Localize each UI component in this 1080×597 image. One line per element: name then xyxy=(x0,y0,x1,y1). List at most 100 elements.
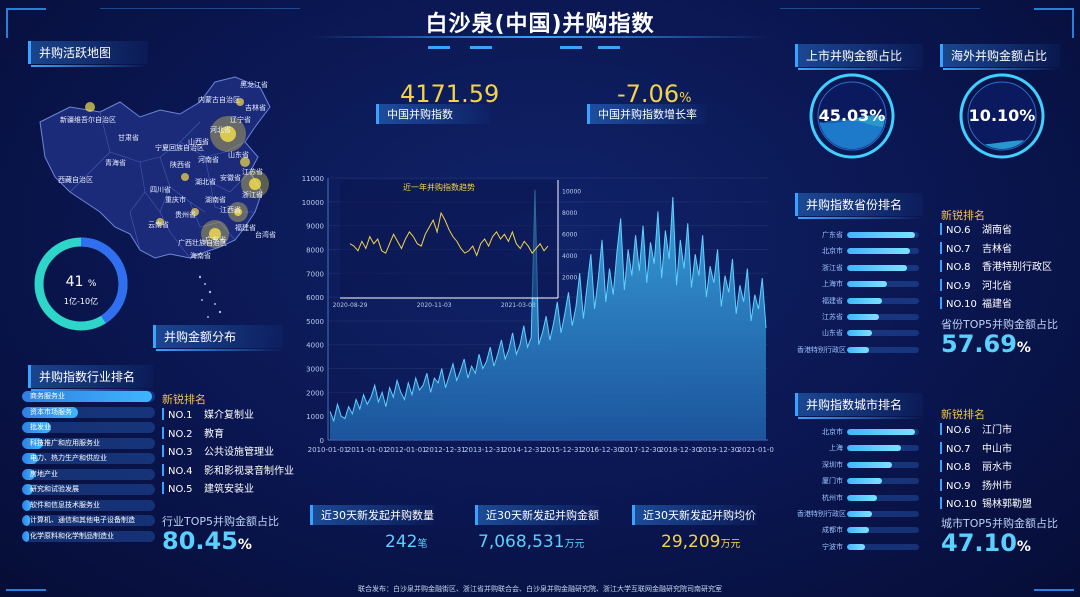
industry-new-title: 新锐排名 xyxy=(162,393,206,406)
city-bar-row[interactable]: 宁波市 xyxy=(797,541,919,553)
city-bar-fill xyxy=(847,429,916,435)
province-new-item[interactable]: NO.9 河北省 xyxy=(940,277,1012,292)
industry-new-name: 公共设施管理业 xyxy=(204,447,274,458)
industry-bar-fill xyxy=(22,515,30,526)
province-new-item[interactable]: NO.8 香港特别行政区 xyxy=(940,258,1052,273)
industry-bar-fill xyxy=(22,499,32,511)
province-bar-row[interactable]: 上海市 xyxy=(797,278,919,290)
listed-share-gauge[interactable]: 45.03% xyxy=(808,72,896,160)
index-area-chart[interactable]: 0 1000 2000 3000 4000 5000 6000 7000 8000 9000 100… xyxy=(298,168,774,460)
province-bar-label: 香港特别行政区 xyxy=(797,345,846,354)
province-bar-fill xyxy=(847,297,882,304)
province-bar-fill xyxy=(847,232,916,238)
city-bar-label: 深圳市 xyxy=(822,460,843,469)
province-bar-row[interactable]: 江苏省 xyxy=(797,311,919,323)
industry-new-item[interactable]: NO.3 公共设施管理业 xyxy=(162,443,274,458)
city-bar-row[interactable]: 厦门市 xyxy=(797,475,919,487)
industry-bar-label: 研究和试验发展 xyxy=(30,485,79,493)
city-new-item[interactable]: NO.7 中山市 xyxy=(940,440,1012,455)
industry-new-no: NO.5 xyxy=(168,484,193,495)
province-bar-fill xyxy=(847,314,880,320)
city-new-name: 江门市 xyxy=(982,425,1012,436)
industry-bar-row[interactable]: 软件和信息技术服务业 xyxy=(22,499,155,511)
main-y-tick: 9000 xyxy=(306,223,324,231)
industry-bar-row[interactable]: 科技推广和应用服务业 xyxy=(22,437,155,449)
industry-bar-row[interactable]: 研究和试验发展 xyxy=(22,484,155,495)
frame-corner-tr xyxy=(1034,8,1074,10)
overseas-share-gauge[interactable]: 10.10% xyxy=(958,72,1046,160)
industry-bar-row[interactable]: 化学原料和化学制品制造业 xyxy=(22,530,155,542)
province-new-item[interactable]: NO.6 湖南省 xyxy=(940,221,1012,236)
industry-bar-row[interactable]: 资本市场服务 xyxy=(22,406,155,418)
industry-bar-row[interactable]: 批发业 xyxy=(22,422,155,433)
province-new-title: 新锐排名 xyxy=(941,209,985,222)
province-bar-row[interactable]: 山东省 xyxy=(797,327,919,339)
industry-new-name: 媒介复制业 xyxy=(204,410,254,421)
distribution-ring[interactable]: 41 % 1亿-10亿 xyxy=(33,236,129,332)
industry-bar-row[interactable]: 房地产业 xyxy=(22,468,155,480)
city-new-item[interactable]: NO.9 扬州市 xyxy=(940,477,1012,492)
overseas-gauge-inner xyxy=(967,81,1037,151)
province-bar-row[interactable]: 北京市 xyxy=(797,245,919,257)
industry-new-no: NO.2 xyxy=(168,428,193,440)
city-bar-track xyxy=(847,543,919,550)
city-bar-row[interactable]: 成都市 xyxy=(797,524,919,536)
inset-y-tick: 4000 xyxy=(562,253,577,260)
province-bar-row[interactable]: 香港特别行政区 xyxy=(797,344,919,356)
main-y-tick: 3000 xyxy=(306,366,324,374)
main-x-tick: 2021-01-05 xyxy=(738,446,774,454)
map-label: 四川省 xyxy=(150,185,171,194)
city-new-item[interactable]: NO.6 江门市 xyxy=(940,421,1012,436)
stat-amount-value: 7,068,531 xyxy=(478,532,565,552)
province-bar-row[interactable]: 福建省 xyxy=(797,295,919,307)
map-label: 广西壮族自治区 xyxy=(178,238,227,247)
city-top5-value: 47.10 xyxy=(941,529,1017,557)
province-bar-track xyxy=(847,297,919,304)
industry-bar-row[interactable]: 计算机、通信和其他电子设备制造 xyxy=(22,515,155,526)
industry-bar-fill xyxy=(22,468,36,480)
city-bar-row[interactable]: 杭州市 xyxy=(797,492,919,504)
inset-title: 近一年并购指数趋势 xyxy=(403,182,475,192)
listed-gauge-ring xyxy=(809,73,895,159)
city-new-no: NO.7 xyxy=(946,443,971,455)
map-label: 新疆维吾尔自治区 xyxy=(60,115,116,124)
map-label: 海南省 xyxy=(190,251,211,260)
province-new-item[interactable]: NO.7 吉林省 xyxy=(940,240,1012,255)
city-new-no: NO.8 xyxy=(946,462,971,473)
overseas-gauge-ring xyxy=(959,73,1045,159)
province-new-item[interactable]: NO.10 福建省 xyxy=(940,295,1012,310)
industry-bar-row[interactable]: 商务服务业 xyxy=(22,391,155,402)
industry-bar-label: 商务服务业 xyxy=(30,392,65,400)
province-bar-fill xyxy=(847,264,908,271)
industry-new-item[interactable]: NO.2 教育 xyxy=(162,425,224,440)
main-x-tick: 2018-12-30 xyxy=(659,446,700,454)
index-label: 中国并购指数 xyxy=(376,104,491,124)
province-section-title: 并购指数省份排名 xyxy=(795,193,923,219)
city-bar-row[interactable]: 北京市 xyxy=(797,426,919,438)
city-new-name: 丽水市 xyxy=(982,462,1012,473)
china-map[interactable]: 新疆维吾尔自治区 西藏自治区 青海省 甘肃省 内蒙古自治区 黑龙江省 吉林省 辽… xyxy=(30,62,290,330)
city-bar-row[interactable]: 深圳市 xyxy=(797,459,919,471)
city-new-item[interactable]: NO.8 丽水市 xyxy=(940,458,1012,473)
province-bar-row[interactable]: 广东省 xyxy=(797,229,919,241)
stat-amount-unit: 万元 xyxy=(564,539,585,550)
city-bar-label: 上海 xyxy=(829,444,843,453)
province-bar-fill xyxy=(847,248,911,255)
province-bar-track xyxy=(847,281,919,288)
province-new-no: NO.8 xyxy=(946,262,971,273)
city-new-item[interactable]: NO.10 锡林郭勒盟 xyxy=(940,495,1032,510)
city-bar-row[interactable]: 上海 xyxy=(797,442,919,454)
city-bar-fill xyxy=(847,478,882,485)
stat-count-unit: 笔 xyxy=(417,539,428,550)
industry-new-item[interactable]: NO.1 媒介复制业 xyxy=(162,406,254,421)
industry-new-item[interactable]: NO.4 影和影视录音制作业 xyxy=(162,462,294,477)
main-y-tick: 11000 xyxy=(302,175,324,183)
city-bar-row[interactable]: 香港特别行政区 xyxy=(797,508,919,520)
map-label: 西藏自治区 xyxy=(58,175,93,184)
industry-new-item[interactable]: NO.5 建筑安装业 xyxy=(162,480,254,495)
industry-bar-row[interactable]: 电力、热力生产和供应业 xyxy=(22,453,155,464)
industry-bar-label: 软件和信息技术服务业 xyxy=(30,500,100,509)
frame-corner-bl xyxy=(6,589,46,591)
industry-bar-fill xyxy=(22,391,153,402)
province-bar-row[interactable]: 浙江省 xyxy=(797,262,919,274)
